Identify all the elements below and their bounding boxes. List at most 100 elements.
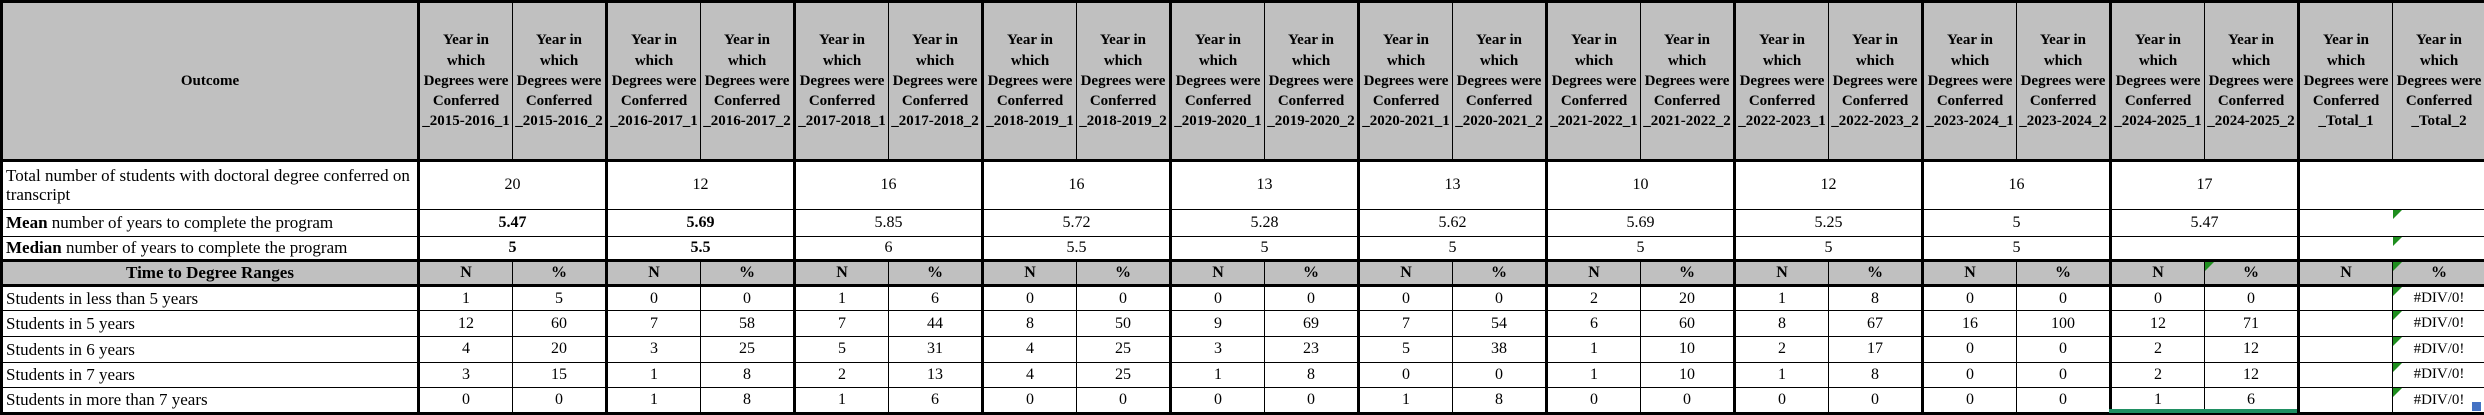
value-cell[interactable]: 0 bbox=[981, 387, 1077, 414]
column-header[interactable]: Year in which Degrees were Conferred _20… bbox=[981, 1, 1077, 162]
value-cell[interactable]: 1 bbox=[1357, 387, 1453, 414]
pct-header-cell[interactable]: % bbox=[1452, 259, 1547, 287]
value-cell[interactable]: 16 bbox=[1921, 310, 2017, 338]
value-cell[interactable]: 16 bbox=[793, 159, 983, 211]
value-cell[interactable]: 2 bbox=[2109, 336, 2205, 363]
value-cell[interactable]: 0 bbox=[1921, 336, 2017, 363]
row-label-cell[interactable]: Mean number of years to complete the pro… bbox=[1, 209, 419, 237]
value-cell[interactable]: 5 bbox=[1733, 235, 1923, 262]
column-header[interactable]: Year in which Degrees were Conferred _20… bbox=[1169, 1, 1265, 162]
pct-header-cell[interactable]: % bbox=[1828, 259, 1923, 287]
n-header-cell[interactable]: N bbox=[2297, 259, 2393, 287]
value-cell[interactable]: 0 bbox=[1452, 284, 1547, 312]
value-cell[interactable]: 17 bbox=[1828, 336, 1923, 363]
value-cell[interactable]: 0 bbox=[1640, 387, 1735, 414]
value-cell[interactable]: 7 bbox=[1357, 310, 1453, 338]
value-cell[interactable]: 5 bbox=[793, 336, 889, 363]
value-cell[interactable]: 8 bbox=[1828, 361, 1923, 389]
value-cell[interactable]: 0 bbox=[1357, 284, 1453, 312]
value-cell[interactable]: 60 bbox=[1640, 310, 1735, 338]
row-label-cell[interactable]: Students in 6 years bbox=[1, 336, 419, 363]
value-cell[interactable]: 13 bbox=[1357, 159, 1547, 211]
value-cell[interactable]: 5 bbox=[1545, 235, 1735, 262]
value-cell[interactable]: 6 bbox=[1545, 310, 1641, 338]
n-header-cell[interactable]: N bbox=[793, 259, 889, 287]
value-cell[interactable]: 5 bbox=[1169, 235, 1359, 262]
value-cell[interactable]: 5.28 bbox=[1169, 209, 1359, 237]
column-header[interactable]: Year in which Degrees were Conferred _20… bbox=[2016, 1, 2111, 162]
value-cell[interactable]: 0 bbox=[512, 387, 607, 414]
value-cell[interactable]: 0 bbox=[605, 284, 701, 312]
value-cell[interactable]: 13 bbox=[888, 361, 983, 389]
column-header[interactable]: Year in which Degrees were Conferred _20… bbox=[700, 1, 795, 162]
value-cell[interactable]: 5 bbox=[1921, 235, 2111, 262]
value-cell[interactable]: 2 bbox=[793, 361, 889, 389]
column-header[interactable]: Year in which Degrees were Conferred _20… bbox=[2109, 1, 2205, 162]
value-cell[interactable]: 17 bbox=[2109, 159, 2299, 211]
value-cell[interactable]: 5.72 bbox=[981, 209, 1171, 237]
n-header-cell[interactable]: N bbox=[1357, 259, 1453, 287]
value-cell[interactable] bbox=[2297, 387, 2393, 414]
value-cell[interactable]: 15 bbox=[512, 361, 607, 389]
n-header-cell[interactable]: N bbox=[1733, 259, 1829, 287]
value-cell[interactable]: 54 bbox=[1452, 310, 1547, 338]
value-cell[interactable]: 5 bbox=[1921, 209, 2111, 237]
value-cell[interactable]: 58 bbox=[700, 310, 795, 338]
value-cell[interactable]: 0 bbox=[1076, 284, 1171, 312]
value-cell[interactable]: 25 bbox=[1076, 336, 1171, 363]
column-header[interactable]: Year in which Degrees were Conferred _20… bbox=[793, 1, 889, 162]
pct-header-cell[interactable]: % bbox=[2204, 259, 2299, 287]
value-cell[interactable]: 0 bbox=[1357, 361, 1453, 389]
value-cell[interactable]: 5.85 bbox=[793, 209, 983, 237]
value-cell[interactable]: 4 bbox=[981, 361, 1077, 389]
column-header[interactable]: Year in which Degrees were Conferred _20… bbox=[1640, 1, 1735, 162]
value-cell[interactable]: 71 bbox=[2204, 310, 2299, 338]
value-cell[interactable]: 2 bbox=[2109, 361, 2205, 389]
value-cell[interactable]: 5 bbox=[1357, 235, 1547, 262]
row-label-cell[interactable]: Median number of years to complete the p… bbox=[1, 235, 419, 262]
value-cell[interactable]: 2 bbox=[1545, 284, 1641, 312]
value-cell[interactable]: 0 bbox=[2016, 361, 2111, 389]
value-cell[interactable]: 1 bbox=[1169, 361, 1265, 389]
column-header[interactable]: Year in which Degrees were Conferred _20… bbox=[888, 1, 983, 162]
value-cell[interactable]: 0 bbox=[2016, 387, 2111, 414]
value-cell[interactable]: 0 bbox=[700, 284, 795, 312]
value-cell[interactable]: 8 bbox=[1733, 310, 1829, 338]
value-cell[interactable]: 12 bbox=[605, 159, 795, 211]
value-cell[interactable]: 8 bbox=[1264, 361, 1359, 389]
pct-header-cell[interactable]: % bbox=[1264, 259, 1359, 287]
value-cell[interactable]: 10 bbox=[1640, 336, 1735, 363]
value-cell[interactable]: 0 bbox=[2016, 336, 2111, 363]
value-cell[interactable]: 0 bbox=[1733, 387, 1829, 414]
value-cell[interactable]: 1 bbox=[793, 284, 889, 312]
value-cell[interactable]: 60 bbox=[512, 310, 607, 338]
value-cell[interactable] bbox=[2297, 159, 2484, 211]
value-cell[interactable]: 12 bbox=[2109, 310, 2205, 338]
n-header-cell[interactable]: N bbox=[1545, 259, 1641, 287]
value-cell[interactable]: 1 bbox=[1545, 361, 1641, 389]
column-header[interactable]: Year in which Degrees were Conferred _20… bbox=[512, 1, 607, 162]
value-cell[interactable]: 9 bbox=[1169, 310, 1265, 338]
value-cell[interactable]: 12 bbox=[2204, 336, 2299, 363]
value-cell[interactable]: 5.5 bbox=[981, 235, 1171, 262]
row-label-cell[interactable]: Students in less than 5 years bbox=[1, 284, 419, 312]
value-cell[interactable]: 31 bbox=[888, 336, 983, 363]
value-cell[interactable]: 5.62 bbox=[1357, 209, 1547, 237]
value-cell[interactable]: 5 bbox=[417, 235, 607, 262]
value-cell[interactable] bbox=[2297, 209, 2484, 237]
value-cell[interactable]: 20 bbox=[1640, 284, 1735, 312]
value-cell[interactable]: 0 bbox=[2109, 284, 2205, 312]
value-cell[interactable]: 13 bbox=[1169, 159, 1359, 211]
pct-header-cell[interactable]: % bbox=[2392, 259, 2484, 287]
value-cell[interactable]: 8 bbox=[700, 361, 795, 389]
value-cell[interactable]: 1 bbox=[793, 387, 889, 414]
n-header-cell[interactable]: N bbox=[605, 259, 701, 287]
error-cell[interactable]: #DIV/0! bbox=[2392, 387, 2484, 414]
value-cell[interactable]: 8 bbox=[1828, 284, 1923, 312]
value-cell[interactable]: 8 bbox=[700, 387, 795, 414]
value-cell[interactable]: 20 bbox=[417, 159, 607, 211]
value-cell[interactable] bbox=[2297, 310, 2393, 338]
value-cell[interactable]: 1 bbox=[605, 387, 701, 414]
value-cell[interactable]: 7 bbox=[793, 310, 889, 338]
ranges-header-cell[interactable]: Time to Degree Ranges bbox=[1, 259, 419, 287]
